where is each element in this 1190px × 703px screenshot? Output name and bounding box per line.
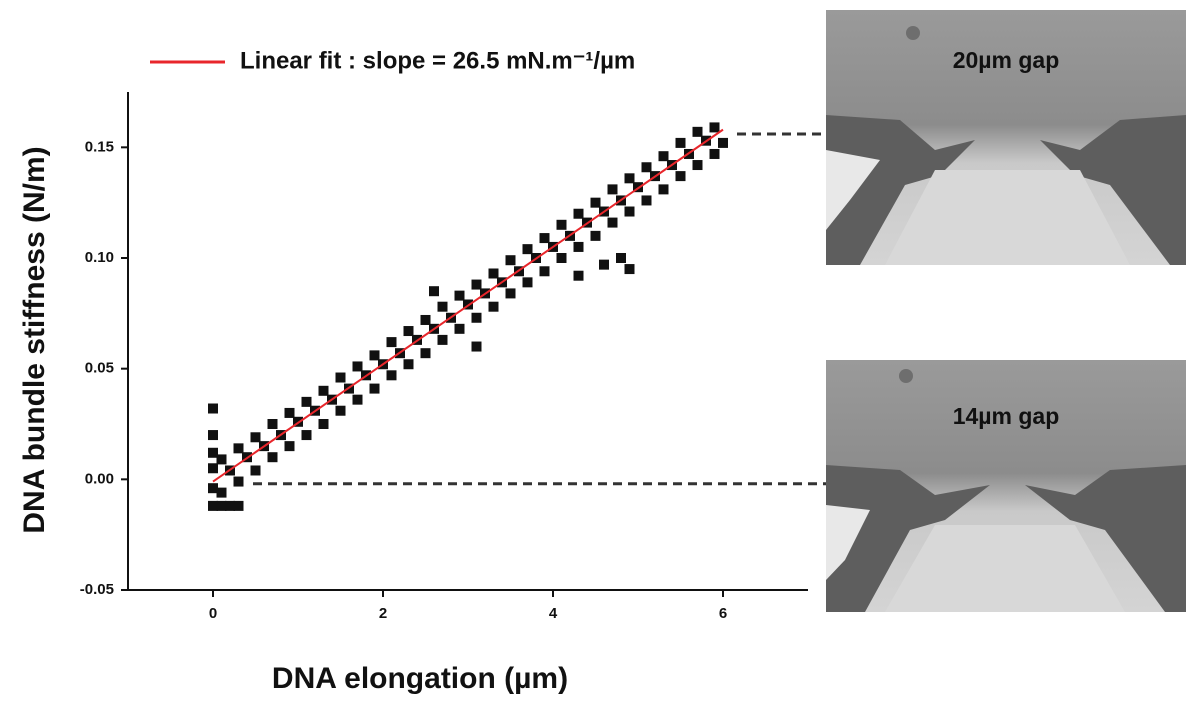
scatter-point [522,277,533,288]
scatter-point [641,162,652,173]
scatter-point [692,126,703,137]
scatter-point [352,394,363,405]
scatter-point [429,286,439,297]
scatter-point [675,171,686,182]
y-tick-label: 0.15 [85,138,114,155]
scatter-point [624,173,635,184]
scatter-point [590,197,601,208]
scatter-point [369,350,380,361]
scatter-point [590,230,601,241]
scatter-point [233,476,244,487]
scatter-point [616,253,626,263]
scatter-point [403,326,414,337]
scatter-point [641,195,652,206]
scatter-point [208,430,218,441]
scatter-point [718,137,728,148]
scatter-point [335,372,346,383]
scatter-point [658,184,669,195]
scatter-point [208,447,218,458]
scatter-point [556,253,567,263]
scatter-point [624,206,635,217]
scatter-point [420,314,431,325]
scatter-point [233,500,244,511]
y-axis-title: DNA bundle stiffness (N/m) [18,146,51,533]
scatter-point [658,151,669,162]
scatter-point [420,348,431,359]
scatter-point [301,430,312,441]
scatter-point [454,323,465,334]
scatter-point [539,266,550,277]
scatter-point [216,500,227,511]
scatter-point [267,419,278,429]
scatter-point [301,396,312,407]
y-tick-label: 0.10 [85,249,114,266]
fit-line [212,128,724,483]
scatter-point [607,217,618,228]
scatter-point [208,403,218,414]
scatter-point [675,137,686,148]
scatter-point [216,454,227,465]
scatter-point [250,432,261,443]
scatter-point [573,208,584,219]
legend-label: Linear fit : slope = 26.5 mN.m⁻¹/µm [240,47,635,74]
x-tick-label: 6 [719,605,727,622]
scatter-point [216,487,227,498]
scatter-point [267,452,278,463]
scatter-point [318,385,329,396]
y-tick-label: 0.05 [85,360,114,377]
photo-bottom [826,360,1186,612]
scatter-point [437,334,448,345]
scatter-point [208,483,218,494]
scatter-point [454,290,465,301]
scatter-point [505,255,516,266]
scatter-point [709,148,720,159]
x-tick-label: 0 [209,605,217,622]
scatter-point [318,419,329,429]
scatter-point [386,337,397,348]
scatter-point [573,270,584,281]
scatter-point [539,233,550,244]
x-axis-title: DNA elongation (µm) [272,662,568,695]
scatter-point [624,264,635,275]
scatter-point [471,341,482,352]
y-tick-label: 0.00 [85,470,114,487]
scatter-point [599,259,609,270]
scatter-point [692,160,703,171]
scatter-point [471,279,482,290]
scatter-point [488,301,499,312]
scatter-point [208,500,218,511]
y-tick-label: -0.05 [80,581,114,598]
scatter-point [225,500,235,511]
scatter-point [556,219,567,230]
scatter-point [488,268,499,279]
scatter-point [709,122,720,133]
scatter-point [250,465,261,476]
scatter-point [208,463,218,474]
scatter-point [522,244,533,255]
scatter-point [386,370,397,381]
scatter-point [573,241,584,252]
scatter-point [607,184,618,195]
scatter-point [233,443,244,454]
scatter-point [284,407,295,418]
scatter-point [335,405,346,416]
scatter-point [437,301,448,312]
x-tick-label: 4 [549,605,558,622]
photo-label: 20µm gap [953,47,1060,73]
scatter-point [284,441,295,452]
x-tick-label: 2 [379,605,387,622]
photo-label: 14µm gap [953,403,1060,429]
scatter-point [505,288,516,299]
scatter-point [352,361,363,372]
photo-top [826,10,1186,265]
scatter-point [369,383,380,394]
scatter-point [403,359,414,370]
scatter-point [471,312,482,323]
